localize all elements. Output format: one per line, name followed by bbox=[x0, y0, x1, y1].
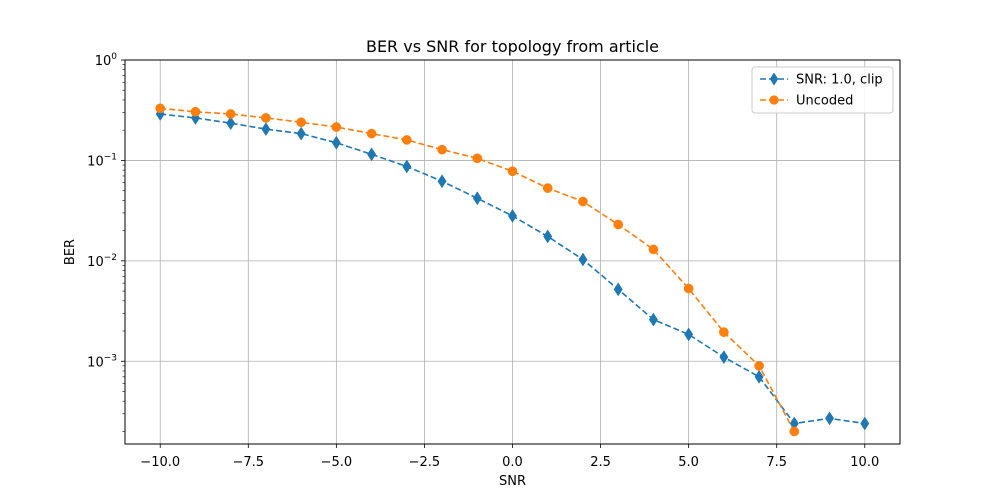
data-point bbox=[366, 128, 377, 139]
data-point bbox=[578, 196, 588, 207]
data-point bbox=[261, 122, 271, 137]
x-tick-label: 7.5 bbox=[766, 455, 787, 470]
data-point bbox=[261, 113, 271, 123]
data-point bbox=[719, 350, 729, 365]
data-point bbox=[296, 117, 306, 128]
x-tick-label: −5.0 bbox=[321, 455, 353, 470]
chart-title: BER vs SNR for topology from article bbox=[366, 37, 659, 56]
data-point bbox=[226, 116, 236, 131]
grid-lines bbox=[125, 59, 900, 444]
data-point bbox=[542, 183, 553, 193]
data-point bbox=[331, 135, 341, 150]
plot-series bbox=[155, 103, 870, 437]
x-tick-label: 2.5 bbox=[590, 455, 611, 470]
series-2 bbox=[155, 103, 800, 437]
data-point bbox=[331, 122, 342, 132]
data-point bbox=[508, 208, 517, 223]
data-point bbox=[402, 159, 412, 174]
data-point bbox=[578, 252, 588, 267]
data-point bbox=[401, 135, 412, 145]
data-point bbox=[684, 327, 694, 342]
x-axis-label: SNR bbox=[499, 474, 526, 489]
y-tick-label: 10−3 bbox=[87, 353, 117, 370]
x-tick-label: −10.0 bbox=[140, 455, 180, 470]
data-point bbox=[613, 219, 624, 230]
data-point bbox=[754, 369, 764, 384]
data-point bbox=[155, 103, 166, 114]
x-tick-label: 5.0 bbox=[678, 455, 699, 470]
x-tick-label: 0.0 bbox=[502, 455, 523, 470]
data-point bbox=[648, 244, 659, 255]
y-tick-label: 10−2 bbox=[87, 253, 117, 270]
data-point bbox=[719, 327, 729, 337]
legend-label: Uncoded bbox=[796, 94, 853, 109]
data-point bbox=[648, 312, 658, 327]
data-point bbox=[190, 106, 201, 117]
legend-label: SNR: 1.0, clip bbox=[796, 73, 883, 88]
data-point bbox=[367, 147, 377, 162]
data-point bbox=[472, 153, 483, 164]
data-point bbox=[437, 174, 447, 189]
axis-ticks: −10.0 −7.5 −5.0 −2.5 0.0 2.5 5.0 7.5 10.0 10−3 10−… bbox=[87, 52, 879, 470]
data-point bbox=[789, 426, 800, 437]
y-tick-label: 100 bbox=[95, 52, 118, 69]
legend-marker bbox=[769, 72, 779, 86]
x-tick-label: 10.0 bbox=[850, 455, 879, 470]
legend: SNR: 1.0, clip Uncoded bbox=[751, 66, 894, 114]
x-tick-label: −2.5 bbox=[409, 455, 441, 470]
data-point bbox=[860, 416, 870, 431]
data-point bbox=[225, 109, 236, 119]
data-point bbox=[437, 144, 447, 155]
data-point bbox=[507, 166, 518, 177]
data-point bbox=[472, 191, 482, 206]
data-point bbox=[613, 282, 623, 297]
data-point bbox=[296, 126, 306, 141]
data-point bbox=[825, 411, 835, 426]
x-tick-label: −7.5 bbox=[233, 455, 265, 470]
data-point bbox=[543, 229, 553, 244]
legend-marker bbox=[769, 95, 779, 105]
data-point bbox=[754, 361, 764, 371]
data-point bbox=[683, 283, 694, 294]
y-axis-label: BER bbox=[63, 239, 78, 265]
y-tick-label: 10−1 bbox=[87, 152, 117, 169]
